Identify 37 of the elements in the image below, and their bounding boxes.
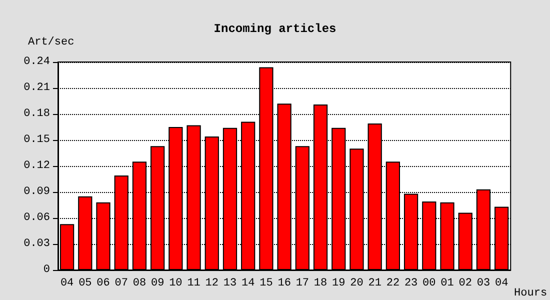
y-tick-label: 0.24 (24, 56, 50, 68)
y-tick-label: 0.21 (24, 82, 50, 94)
x-tick-label: 13 (223, 278, 237, 290)
y-tick-label: 0.03 (24, 238, 50, 250)
x-tick-label: 20 (350, 278, 364, 290)
x-tick-label: 21 (368, 278, 382, 290)
x-tick-label: 15 (260, 278, 273, 290)
x-tick-label: 09 (150, 278, 164, 290)
x-tick-label: 03 (476, 278, 490, 290)
x-tick-label: 00 (422, 278, 436, 290)
x-tick-label: 05 (78, 278, 92, 290)
x-tick-label: 17 (296, 278, 310, 290)
x-tick-label: 10 (169, 278, 182, 290)
y-tick-label: 0.09 (24, 186, 50, 198)
x-tick-label: 11 (187, 278, 201, 290)
x-tick-label: 14 (241, 278, 256, 290)
x-tick-label: 19 (332, 278, 346, 290)
x-tick-label: 02 (458, 278, 472, 290)
x-tick-label: 07 (114, 278, 128, 290)
chart-title: Incoming articles (214, 22, 336, 36)
x-tick-label: 06 (96, 278, 110, 290)
x-tick-label: 18 (314, 278, 328, 290)
x-tick-label: 04 (494, 278, 509, 290)
x-tick-label: 22 (386, 278, 400, 290)
y-tick-label: 0.06 (24, 212, 50, 224)
y-tick-label: 0 (43, 264, 50, 276)
x-tick-label: 08 (132, 278, 146, 290)
x-tick-label: 23 (404, 278, 418, 290)
x-tick-label: 16 (278, 278, 291, 290)
x-tick-label: 01 (440, 278, 454, 290)
y-tick-label: 0.12 (24, 160, 50, 172)
y-axis-title: Art/sec (28, 36, 74, 48)
y-tick-label: 0.15 (24, 134, 50, 146)
x-tick-label: 04 (60, 278, 74, 290)
x-axis-title: Hours (514, 288, 548, 300)
y-tick-label: 0.18 (24, 108, 50, 120)
x-tick-label: 12 (205, 278, 218, 290)
